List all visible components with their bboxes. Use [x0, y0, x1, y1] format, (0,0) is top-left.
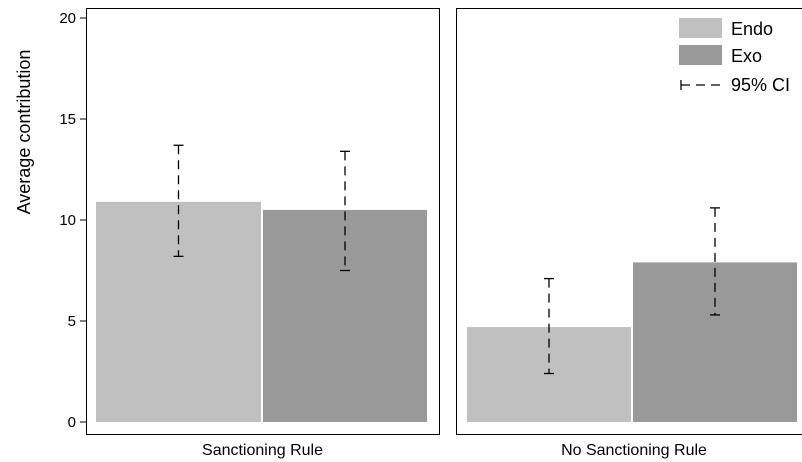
legend-ci-label: 95% CI	[731, 75, 790, 95]
panel: No Sanctioning Rule	[456, 8, 802, 459]
y-tick-label: 15	[59, 111, 76, 128]
y-tick-label: 5	[68, 313, 76, 330]
bar	[96, 201, 261, 422]
y-axis: 0 5 10 15 20	[59, 10, 86, 431]
panel-label: Sanctioning Rule	[202, 442, 323, 459]
y-tick-label: 20	[59, 10, 76, 27]
panel-border	[456, 8, 802, 435]
legend-label: Exo	[731, 46, 762, 66]
legend-swatch	[679, 45, 722, 65]
panel: Sanctioning Rule	[86, 8, 440, 459]
y-axis-title: Average contribution	[14, 50, 34, 215]
legend-swatch	[679, 18, 722, 38]
panels: Sanctioning Rule No Sanctioning Rule	[86, 8, 802, 459]
legend: Endo Exo 95% CI	[679, 18, 790, 95]
y-tick-label: 10	[59, 212, 76, 229]
legend-label: Endo	[731, 19, 773, 39]
y-tick-label: 0	[68, 414, 76, 431]
panel-label: No Sanctioning Rule	[561, 442, 707, 459]
panel-border	[86, 8, 440, 435]
